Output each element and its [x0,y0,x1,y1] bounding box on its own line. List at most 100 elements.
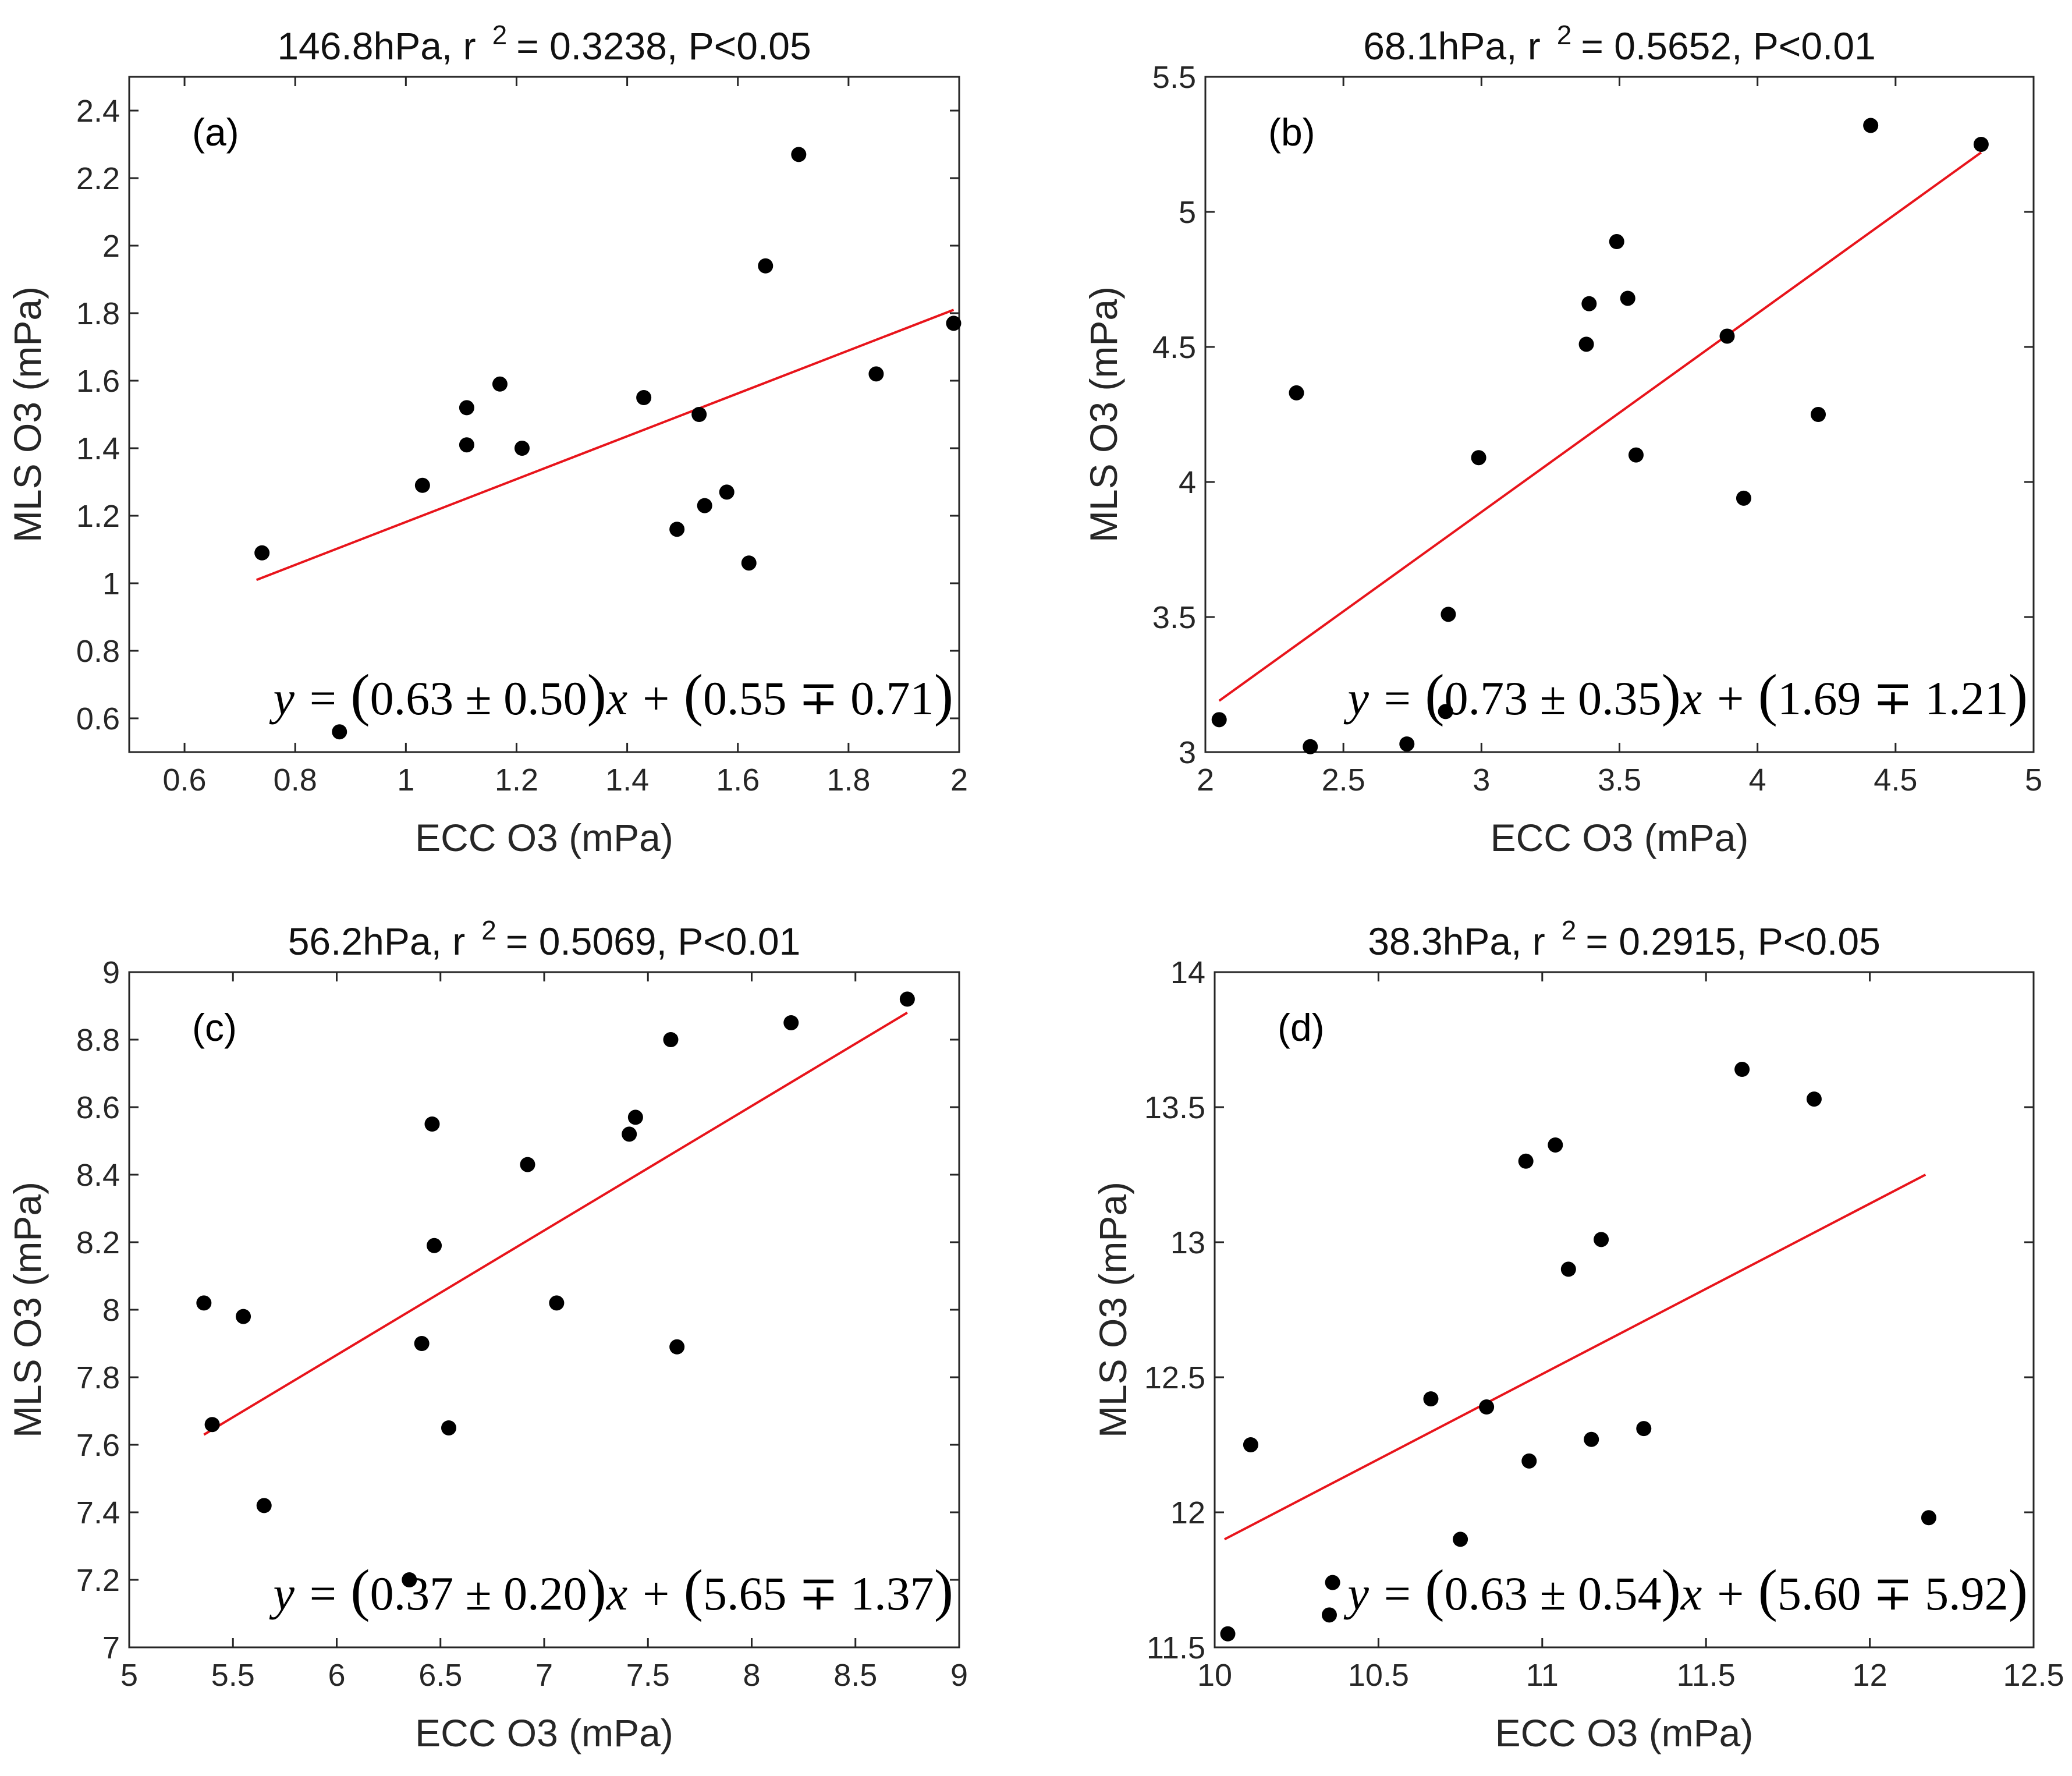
regression-equation: y = (0.63 ± 0.54)x + (5.60 ∓ 5.92) [1344,1558,2028,1622]
axes-box [1204,76,2035,753]
y-tick-label: 12.5 [1144,1360,1205,1395]
title-r-squared: = 0.5652, [1581,24,1742,68]
regression-line [1218,151,1982,702]
panel-b: 2 2.5 3 3.5 4 4.5 5 3 3.5 4 4.5 5 5.5 ECC O3 (mPa) MLS… [1082,20,2042,859]
data-point [1609,234,1624,250]
y-tick-label: 1.8 [76,296,120,331]
equation-paren: ) [1662,662,1681,727]
data-point [1921,1510,1936,1526]
data-point [459,437,474,453]
equation-paren: ) [2009,662,2028,727]
title-r-squared: = 0.2915, [1585,920,1747,963]
data-point [1811,407,1826,422]
equation-intercept: 5.65 ∓ 1.37 [703,1567,934,1620]
equation-y: y = [1344,1567,1425,1620]
panel-letter: (b) [1268,111,1315,154]
title-r: r [1528,24,1541,68]
title-superscript: 2 [1557,20,1572,50]
data-point [1211,712,1227,728]
x-tick-label: 1 [397,763,414,797]
axes-box [128,76,960,753]
equation-paren: ( [684,1558,703,1622]
x-tick-label: 4 [1749,763,1766,797]
data-point [1479,1399,1495,1415]
title-gap [677,24,688,68]
title-p-value: P<0.01 [1753,24,1876,68]
title-gap [452,24,463,68]
data-point [1548,1137,1563,1153]
panel-title: 56.2hPa, r 2 = 0.5069, P<0.01 [288,915,801,963]
regression-equation: y = (0.37 ± 0.20)x + (5.65 ∓ 1.37) [269,1558,953,1622]
x-tick-label: 7 [535,1658,553,1693]
x-tick-label: 10 [1197,1658,1232,1693]
x-tick-label: 10.5 [1348,1658,1409,1693]
equation-paren: ( [1425,662,1444,727]
panel-letter: (d) [1278,1006,1325,1049]
y-tick-label: 1.2 [76,499,120,534]
data-point [492,376,508,392]
panel-c: 5 5.5 6 6.5 7 7.5 8 8.5 9 7 7.2 7.4 7.6 7.8 8 8.2 8.4 8.6… [6,915,968,1754]
x-tick-label: 8 [743,1658,760,1693]
data-point [627,1109,643,1125]
data-point [1441,607,1456,622]
title-p-value: P<0.05 [689,24,811,68]
x-tick-label: 1.4 [605,763,649,797]
data-point [783,1015,799,1030]
x-axis-label: ECC O3 (mPa) [415,816,673,859]
y-tick-label: 13 [1170,1225,1205,1260]
data-point [414,477,430,493]
panel-title: 146.8hPa, r 2 = 0.3238, P<0.05 [277,20,811,68]
title-gap [1747,920,1757,963]
data-point [1636,1421,1652,1437]
axes-box [128,971,960,1649]
regression-line [203,1011,908,1436]
equation-paren: ( [350,1558,370,1622]
equation-paren: ) [587,1558,606,1622]
title-superscript: 2 [481,915,496,945]
y-tick-label: 1.6 [76,364,120,399]
equation-paren: ) [934,1558,953,1622]
title-r: r [1532,920,1545,963]
data-point [1220,1626,1236,1642]
equation-slope: 0.63 ± 0.50 [370,672,587,725]
data-point [663,1032,679,1047]
title-pressure: 38.3hPa, [1368,920,1521,963]
data-point [868,366,884,382]
x-tick-label: 5 [2025,763,2042,797]
regression-equation: y = (0.73 ± 0.35)x + (1.69 ∓ 1.21) [1344,662,2028,727]
equation-x: x + [1680,1567,1758,1620]
data-point [236,1309,251,1324]
y-tick-label: 4 [1179,465,1196,500]
data-point [758,258,774,274]
y-tick-label: 8.4 [76,1158,120,1193]
x-tick-label: 8.5 [833,1658,877,1693]
y-tick-label: 7.8 [76,1360,120,1395]
equation-paren: ( [684,662,703,727]
data-point [1303,739,1318,754]
y-tick-label: 14 [1170,955,1205,990]
panel-letter: (c) [192,1006,237,1049]
x-tick-label: 11 [1526,1658,1559,1693]
data-point [1438,704,1453,719]
equation-slope: 0.37 ± 0.20 [370,1567,587,1620]
data-point [441,1420,457,1435]
panel-a: 0.6 0.8 1 1.2 1.4 1.6 1.8 2 0.6 0.8 1 1.2 1.4 1.6 1.8 2… [6,20,968,859]
regression-line [256,309,955,582]
data-point [791,147,807,162]
data-point [899,991,915,1007]
title-pressure: 68.1hPa, [1363,24,1517,68]
x-tick-label: 1.2 [495,763,538,797]
x-tick-label: 12.5 [2003,1658,2064,1693]
y-tick-label: 3 [1179,735,1196,770]
x-tick-label: 3 [1473,763,1490,797]
x-tick-label: 4.5 [1874,763,1917,797]
x-tick-label: 1.6 [716,763,760,797]
equation-x: x + [606,1567,684,1620]
data-point [1289,385,1304,400]
data-point [1594,1232,1609,1247]
data-point [669,522,685,537]
data-point [204,1417,220,1433]
y-tick-label: 13.5 [1144,1090,1205,1125]
x-tick-label: 11.5 [1677,1658,1736,1693]
x-tick-label: 12 [1853,1658,1887,1693]
